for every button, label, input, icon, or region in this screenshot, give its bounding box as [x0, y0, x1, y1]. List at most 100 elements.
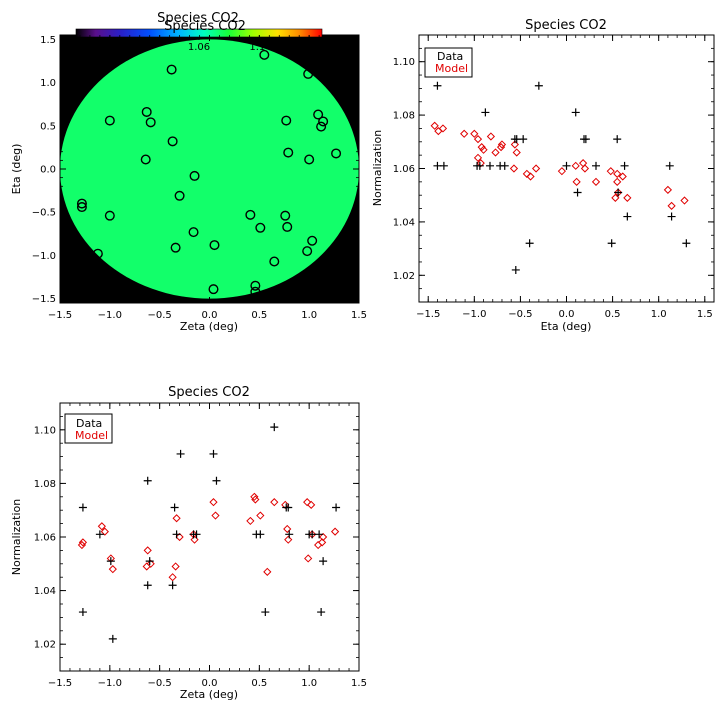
model-point — [108, 565, 117, 574]
data-point — [256, 530, 265, 539]
data-point — [108, 634, 117, 643]
zeta-y-tick-label: 1.04 — [34, 586, 56, 597]
map-star-marker — [140, 154, 151, 165]
map-star-marker — [141, 106, 152, 117]
model-point — [209, 498, 218, 507]
model-point — [304, 554, 313, 563]
map-title: Species CO2 — [157, 11, 239, 26]
colorbar-tick-label: 0.98 — [126, 42, 148, 53]
map-y-tick-label: 0.0 — [40, 165, 56, 176]
zeta-legend-data: Data — [76, 417, 102, 430]
model-point — [473, 135, 483, 144]
model-point — [168, 573, 177, 582]
zeta-y-tick-label: 1.06 — [34, 533, 56, 544]
data-point — [319, 557, 328, 566]
data-point — [571, 108, 580, 117]
colorbar-tick-label: 1.14 — [249, 42, 271, 53]
data-point — [614, 188, 623, 197]
model-point — [491, 148, 500, 157]
eta-panel: −1.5 −1.0 −0.5 0.0 0.5 1.0 1.5 1.02 1.04 1.06 1.08… — [371, 18, 715, 333]
zeta-y-tick-label: 1.02 — [34, 640, 56, 651]
eta-y-tick-label: 1.02 — [393, 271, 415, 282]
data-point — [562, 161, 571, 170]
map-x-tick-label: −0.5 — [148, 310, 172, 321]
map-star-marker — [280, 210, 291, 221]
data-point — [607, 239, 616, 248]
data-point — [581, 135, 590, 144]
map-star-marker — [250, 286, 261, 297]
map-star-marker — [170, 242, 181, 253]
map-star-marker — [245, 209, 256, 220]
map-y-tick-label: −0.5 — [32, 208, 56, 219]
map-star-marker — [318, 116, 329, 127]
model-point — [497, 140, 507, 149]
map-star-marker — [167, 136, 178, 147]
data-point — [170, 503, 179, 512]
zeta-x-label: Zeta (deg) — [180, 688, 238, 701]
model-point — [470, 129, 479, 138]
map-x-label: Zeta (deg) — [180, 320, 238, 333]
map-y-tick-label: 1.0 — [40, 78, 56, 89]
zeta-y-label: Normalization — [10, 499, 23, 575]
data-point — [613, 135, 622, 144]
model-point — [613, 169, 622, 178]
map-y-tick-label: −1.0 — [32, 251, 56, 262]
map-star-marker — [313, 109, 324, 120]
map-star-marker — [303, 68, 314, 79]
data-point — [168, 581, 177, 590]
map-star-marker — [76, 202, 87, 213]
model-point — [171, 562, 180, 571]
map-star-marker — [307, 235, 318, 246]
map-y-tick-label: 0.5 — [40, 121, 56, 132]
map-y-ticks: −1.5 −1.0 −0.5 0.0 0.5 1.0 1.5 −1.5 −1.0 −0.5 0.0 0… — [32, 35, 367, 321]
zeta-legend-model: Model — [75, 429, 108, 442]
eta-title: Species CO2 — [525, 18, 607, 33]
model-point — [250, 492, 259, 501]
eta-x-tick-label: 1.0 — [651, 309, 667, 320]
eta-legend: Data Model — [424, 47, 473, 78]
zeta-x-tick-label: −0.5 — [148, 678, 172, 689]
zeta-marks — [77, 423, 341, 643]
model-point — [172, 514, 181, 523]
zeta-y-tick-label: 1.10 — [34, 425, 56, 436]
model-point — [438, 124, 448, 133]
zeta-x-tick-label: 1.5 — [351, 678, 367, 689]
model-point — [509, 164, 519, 173]
model-point — [486, 132, 496, 141]
model-point — [611, 193, 620, 202]
data-point — [573, 188, 582, 197]
data-point — [284, 503, 293, 512]
model-point — [146, 559, 155, 568]
data-point — [500, 161, 509, 170]
map-star-marker — [104, 210, 115, 221]
zeta-legend-box — [64, 413, 113, 444]
zeta-x-tick-label: 0.0 — [202, 678, 218, 689]
map-star-marker — [166, 64, 177, 75]
data-point — [95, 530, 104, 539]
model-point — [430, 121, 439, 130]
eta-x-tick-label: 0.0 — [559, 309, 575, 320]
model-point — [97, 522, 106, 531]
map-star-marker — [174, 190, 185, 201]
map-y-tick-label: −1.5 — [32, 294, 56, 305]
data-point — [439, 161, 448, 170]
map-star-marker — [104, 115, 115, 126]
zeta-title: Species CO2 — [168, 385, 250, 400]
model-point — [211, 511, 220, 520]
eta-ticks: −1.5 −1.0 −0.5 0.0 0.5 1.0 1.5 1.02 1.04 1.06 1.08… — [393, 34, 715, 320]
data-point — [261, 608, 270, 617]
model-point — [330, 527, 340, 536]
data-point — [308, 530, 317, 539]
model-point — [256, 511, 265, 520]
map-star-marker — [250, 280, 261, 291]
data-point — [592, 161, 600, 170]
model-point — [78, 538, 88, 547]
map-y-tick-label: 1.5 — [40, 35, 56, 46]
data-point — [270, 423, 279, 432]
data-point — [525, 239, 534, 248]
map-star-marker — [269, 256, 280, 267]
model-point — [510, 140, 519, 149]
model-point — [557, 167, 566, 176]
map-x-tick-label: 1.5 — [351, 310, 367, 321]
data-point — [511, 265, 520, 274]
